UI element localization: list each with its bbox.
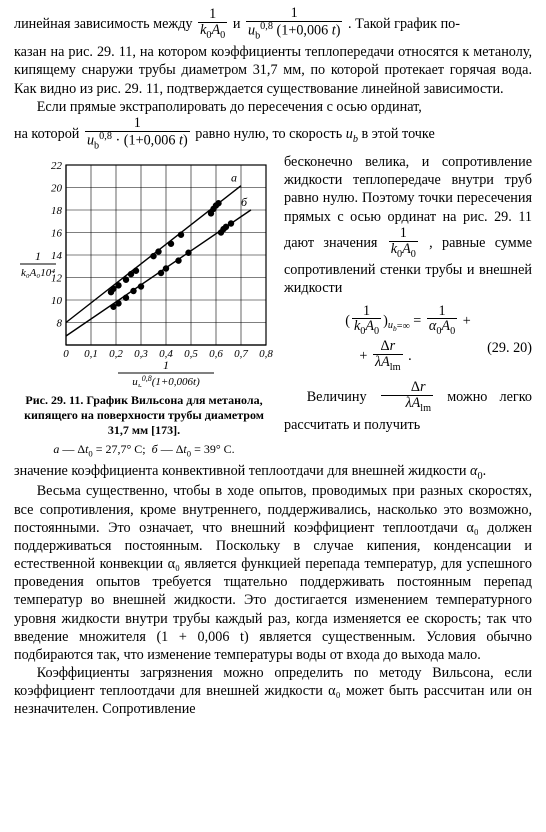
svg-text:8: 8	[57, 318, 63, 330]
svg-text:0,5: 0,5	[184, 348, 198, 360]
p1-frac2: 1 ub0,8 (1+0,006 t)	[244, 6, 345, 43]
figure-caption: Рис. 29. 11. График Вильсона для метанол…	[14, 393, 274, 438]
figure-subcaption: а — Δt0 = 27,7° С; б — Δt0 = 39° С.	[14, 442, 274, 459]
svg-text:22: 22	[51, 160, 63, 172]
para2-line2: на которой 1 ub0,8 · (1+0,006 t) равно н…	[14, 116, 532, 153]
svg-text:0,2: 0,2	[109, 348, 123, 360]
para1-line1: линейная зависимость между 1 k0A0 и 1 ub…	[14, 6, 532, 43]
svg-text:1: 1	[163, 358, 169, 372]
svg-text:0,7: 0,7	[234, 348, 248, 360]
para6: Коэффициенты загрязнения можно определит…	[14, 664, 532, 719]
eq-lhs-num: 1	[352, 304, 381, 320]
svg-text:б: б	[241, 195, 248, 209]
svg-text:18: 18	[51, 205, 63, 217]
p1-t1: линейная зависимость между	[14, 16, 196, 32]
eq-lhs-den: k0A0	[352, 319, 381, 339]
p3-frac-num: Δr	[381, 380, 433, 396]
svg-text:0: 0	[63, 348, 69, 360]
svg-text:14: 14	[51, 250, 63, 262]
eq-rhs1-num: 1	[427, 304, 457, 320]
svg-text:0,3: 0,3	[134, 348, 148, 360]
svg-text:k₀A₀10⁴: k₀A₀10⁴	[21, 267, 55, 279]
para1-rest: казан на рис. 29. 11, на котором коэффиц…	[14, 43, 532, 98]
page: линейная зависимость между 1 k0A0 и 1 ub…	[0, 0, 546, 729]
eq-lhs-frac: 1 k0A0	[350, 304, 383, 339]
rc-frac-num: 1	[389, 226, 418, 242]
svg-text:0,6: 0,6	[209, 348, 223, 360]
svg-text:1: 1	[35, 249, 41, 263]
chart-block: 81012141618202200,10,20,30,40,50,60,70,8…	[14, 157, 274, 459]
p2-t2: на которой	[14, 126, 83, 142]
p3-frac: Δr λAlm	[379, 380, 435, 415]
p2-frac-num: 1	[85, 116, 190, 132]
p1-frac1-den: k0A0	[198, 23, 227, 43]
svg-text:20: 20	[51, 183, 63, 195]
eq-lhs-sub: ub=∞	[388, 320, 410, 331]
p1-frac2-den: ub0,8 (1+0,006 t)	[246, 22, 343, 43]
rc-frac-den: k0A0	[389, 242, 418, 262]
p1-frac1-num: 1	[198, 7, 227, 23]
para5: Весьма существенно, чтобы в ходе опытов,…	[14, 482, 532, 664]
svg-text:10: 10	[51, 295, 63, 307]
p2-frac: 1 ub0,8 · (1+0,006 t)	[83, 116, 192, 153]
eq-rhs1-frac: 1 α0A0	[425, 304, 459, 339]
p3-frac-den: λAlm	[381, 396, 433, 416]
caption-bold: Рис. 29. 11. График Вильсона для метанол…	[24, 393, 264, 437]
eq-number: (29. 20)	[487, 339, 532, 357]
eq-rhs2-frac: Δr λAlm	[371, 339, 405, 374]
p1-frac1: 1 k0A0	[196, 7, 229, 42]
svg-text:0,8: 0,8	[259, 348, 273, 360]
eq-rhs2-num: Δr	[373, 339, 403, 355]
wilson-chart: 81012141618202200,10,20,30,40,50,60,70,8…	[14, 157, 274, 387]
svg-text:a: a	[231, 171, 237, 185]
eq-rhs2-den: λAlm	[373, 355, 403, 375]
p2-frac-den: ub0,8 · (1+0,006 t)	[85, 132, 190, 153]
para4: значение коэффициента конвективной тепло…	[14, 462, 532, 483]
p2-t3: равно нулю, то скорость ub в этой точке	[195, 126, 434, 142]
p3-t1: Величину	[307, 389, 379, 405]
rc-frac: 1 k0A0	[387, 226, 420, 261]
p1-frac2-num: 1	[246, 6, 343, 22]
p1-t3: . Такой график по-	[348, 16, 460, 32]
svg-text:0,1: 0,1	[84, 348, 98, 360]
p1-t2: и	[233, 16, 244, 32]
eq-rhs1-den: α0A0	[427, 319, 457, 339]
para2-line1: Если прямые экстраполировать до пересече…	[14, 98, 532, 116]
svg-text:16: 16	[51, 228, 63, 240]
